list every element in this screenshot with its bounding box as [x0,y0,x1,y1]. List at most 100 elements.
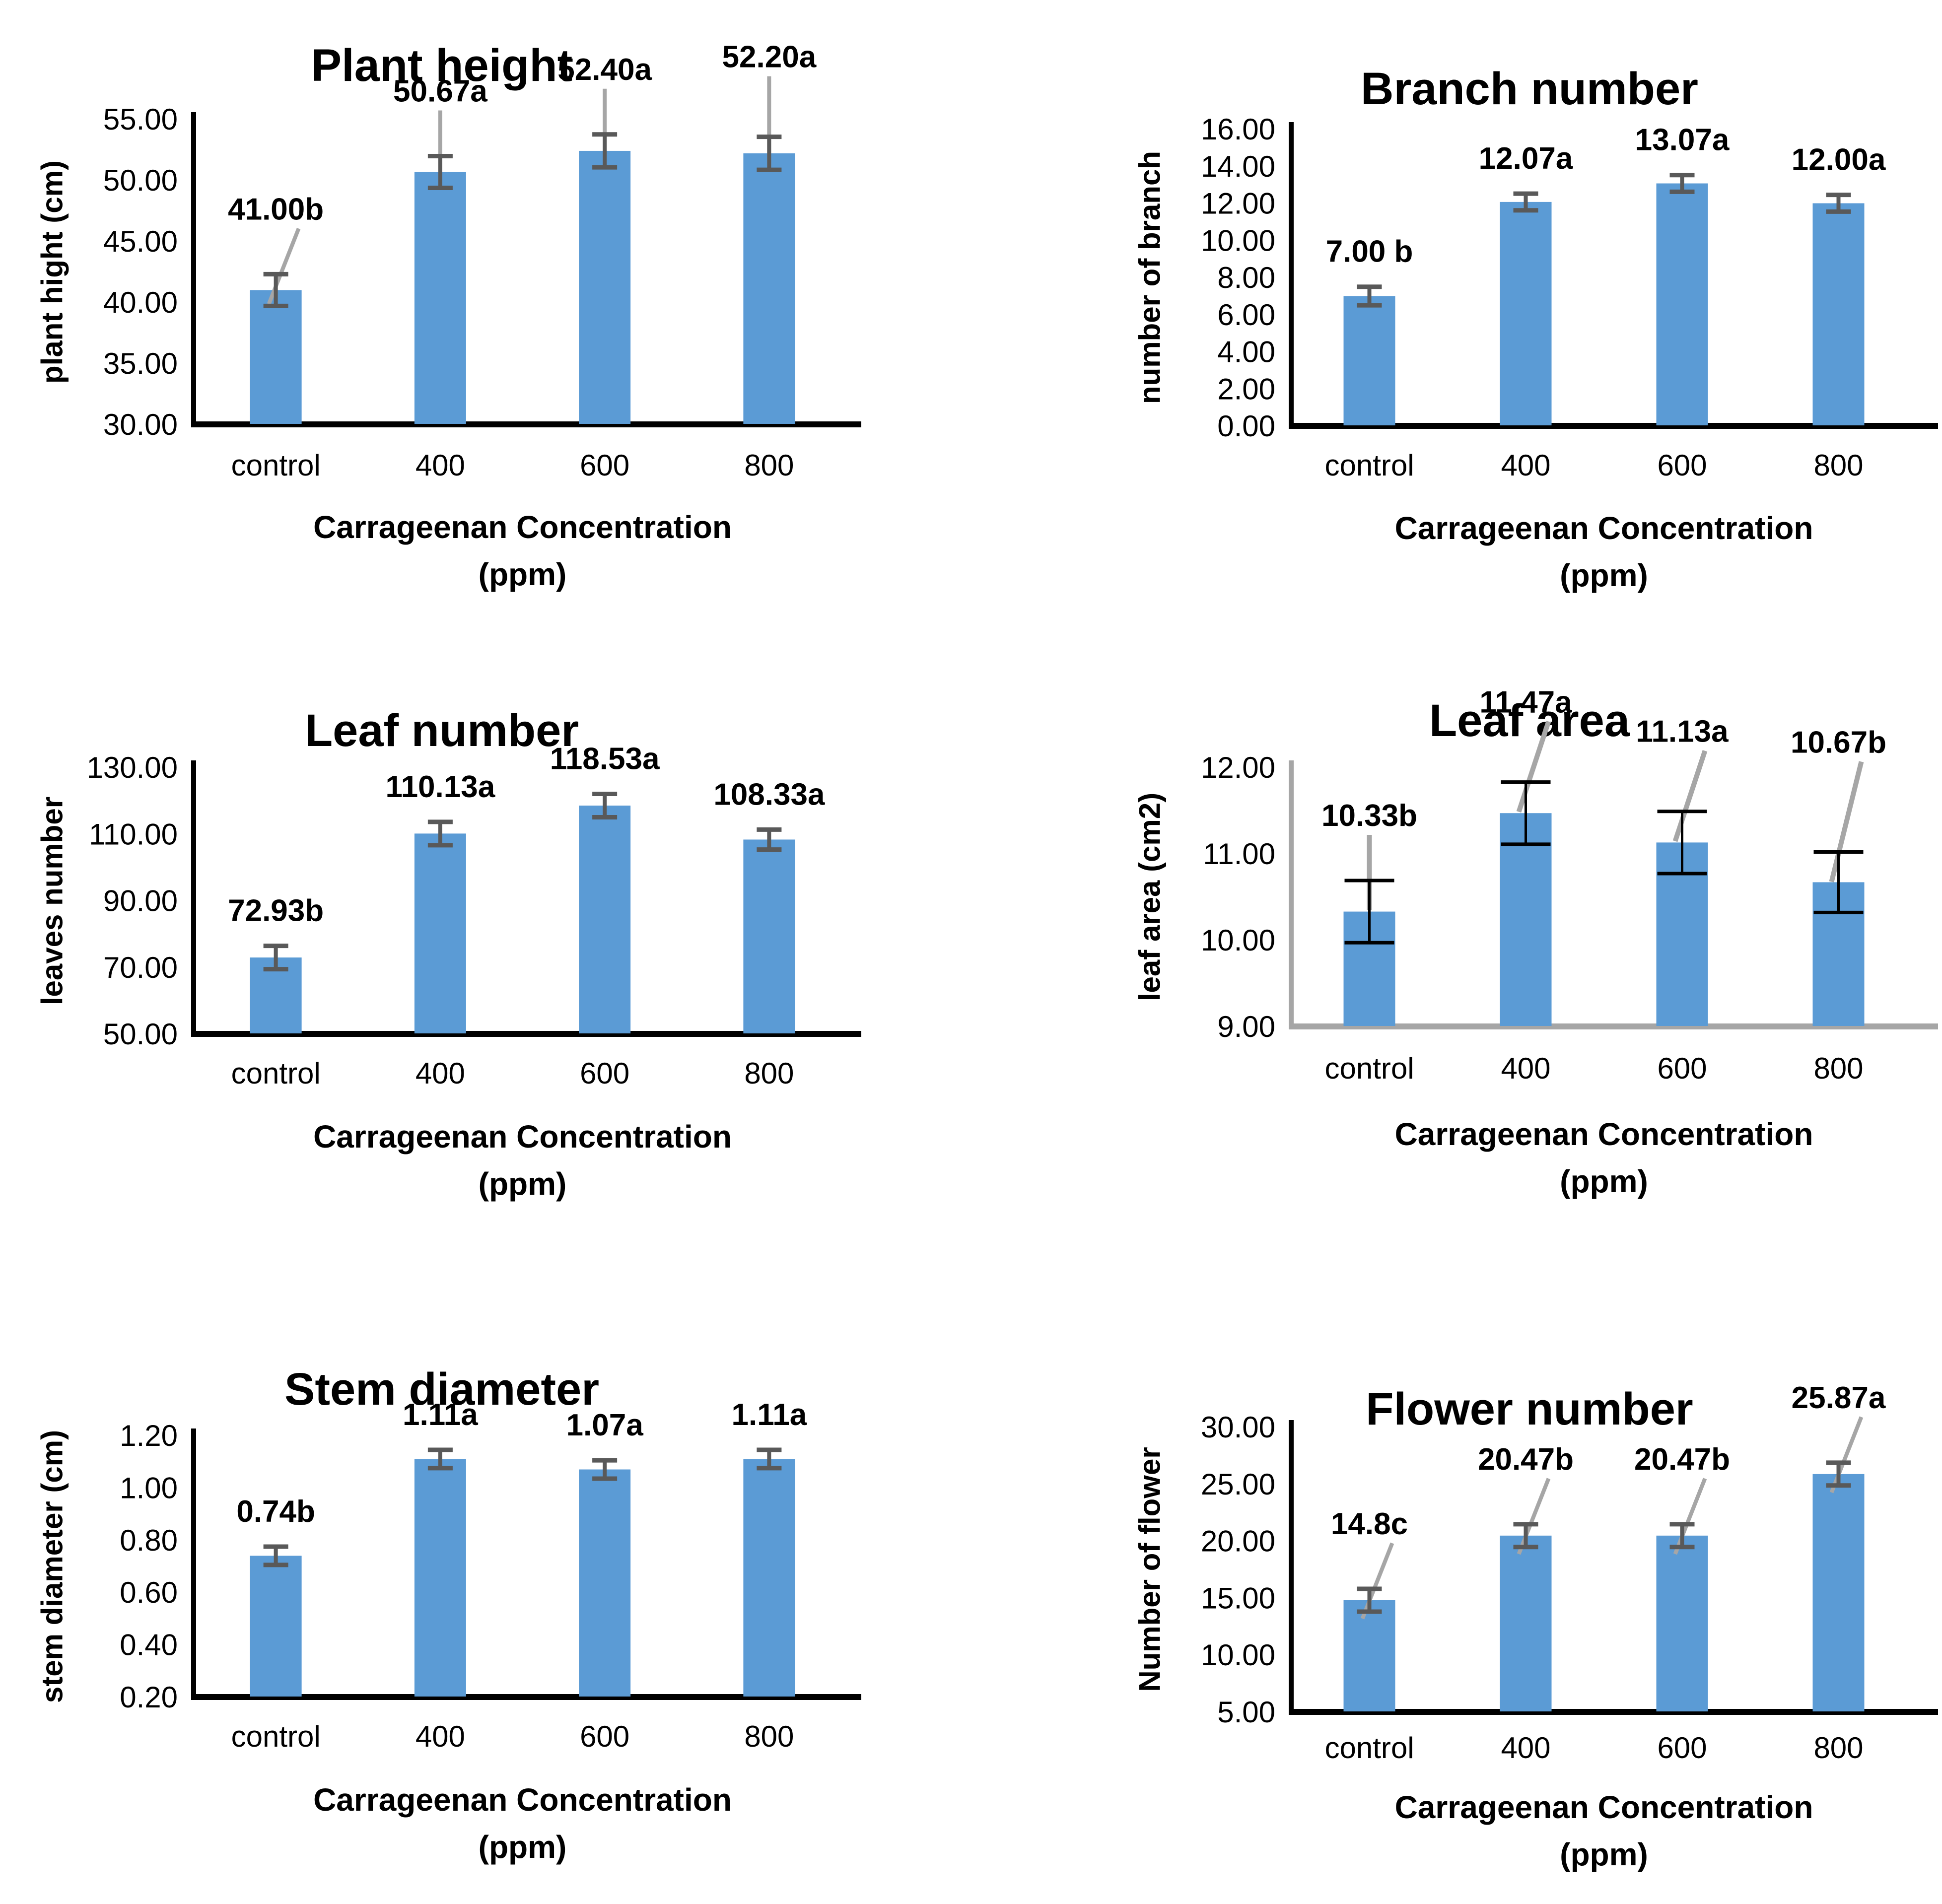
bar-control [1343,1600,1395,1711]
x-category-label: 800 [1813,1052,1863,1085]
x-category-label: control [231,449,321,482]
x-category-label: 800 [1813,449,1863,482]
y-tick-label: 14.00 [1201,150,1275,183]
x-category-label: 400 [416,1057,465,1090]
data-label: 11.13a [1636,715,1729,749]
y-tick-label: 50.00 [103,164,178,197]
data-label: 13.07a [1635,123,1730,157]
x-axis-title-line2: (ppm) [478,1166,567,1202]
bar-600 [579,1469,631,1697]
error-bar [1657,810,1707,876]
error-bar [757,827,782,852]
label-leader-line [1516,721,1551,813]
chart-title: Plant height [311,40,573,91]
x-category-label: 400 [1501,449,1550,482]
bar-600 [1656,1535,1708,1711]
error-bar [427,154,453,190]
x-axis-title-line1: Carrageenan Concentration [313,1782,732,1818]
plot-area: 5.00 10.00 15.00 20.00 25.00 30.00 14.8c contro… [1201,1381,1938,1765]
y-tick-label: 0.80 [120,1524,178,1557]
y-tick-label: 70.00 [103,951,178,984]
y-tick-label: 6.00 [1217,298,1275,332]
data-label: 12.07a [1479,141,1573,176]
error-bar [427,819,453,848]
data-label: 11.47a [1479,685,1572,720]
x-axis-title-line1: Carrageenan Concentration [1394,510,1813,546]
bar-800 [743,153,795,424]
error-bar [427,1447,453,1471]
y-tick-label: 12.00 [1201,751,1275,784]
x-category-label: control [1324,1052,1414,1085]
error-bar [1826,1460,1851,1488]
y-tick-label: 110.00 [89,817,178,851]
bar-400 [414,172,466,424]
y-tick-label: 0.20 [120,1681,178,1714]
error-bar [757,135,782,172]
plot-area: 0.002.004.00 6.00 8.00 10.00 12.00 14.00 16.00… [1201,113,1938,482]
plot-area: 9.00 10.00 11.00 12.00 10.33b control 11.47a 40… [1201,685,1938,1085]
error-bar [1669,1522,1695,1550]
x-category-label: 600 [580,1720,629,1753]
y-tick-label: 1.00 [120,1471,178,1504]
bar-600 [1656,183,1708,425]
chart-title: Branch number [1361,64,1698,115]
x-category-label: 800 [744,449,794,482]
x-category-label: 600 [1657,449,1707,482]
y-tick-label: 10.00 [1201,224,1275,257]
x-axis-title-line2: (ppm) [478,1829,567,1865]
bar-control [250,1556,302,1697]
bar-800 [1812,203,1865,425]
x-axis-title-line1: Carrageenan Concentration [1394,1789,1813,1825]
error-bar [1826,193,1851,214]
chart-title: Flower number [1366,1384,1693,1435]
data-label: 108.33a [713,777,825,812]
bar-control [1343,296,1395,425]
data-label: 10.33b [1321,799,1417,833]
y-tick-label: 40.00 [103,286,178,319]
bar-800 [743,1459,795,1697]
y-tick-label: 30.00 [103,408,178,441]
error-bar [1513,1522,1538,1550]
data-label: 0.74b [236,1495,315,1529]
bar-400 [1500,202,1552,425]
data-label: 50.67a [393,74,487,109]
x-axis-title-line2: (ppm) [478,556,567,592]
data-label: 52.20a [722,40,817,74]
y-tick-label: 0.40 [120,1629,178,1662]
label-leader-line [1672,750,1708,842]
x-category-label: 800 [1813,1731,1863,1765]
data-label: 20.47b [1634,1442,1730,1477]
y-tick-label: 10.00 [1201,924,1275,957]
chart-panel-stem-diameter: Stem diameter stem diameter (cm) 0.20 0.4… [0,1269,971,1904]
error-bar [1357,284,1382,308]
data-label: 25.87a [1792,1381,1886,1415]
chart-panel-leaf-area: Leaf area leaf area (cm2) 9.00 10.00 11.00… [971,634,1942,1269]
plot-area: 0.20 0.40 0.60 0.80 1.00 1.20 0.74b control 1.11… [120,1398,861,1753]
y-tick-label: 0.60 [120,1576,178,1609]
bar-400 [414,833,466,1033]
x-category-label: 400 [1501,1052,1550,1085]
x-axis-title-line2: (ppm) [1560,1836,1648,1872]
error-bar [1669,173,1695,194]
x-category-label: control [1324,449,1414,482]
y-tick-label: 55.00 [103,103,178,136]
chart-panel-flower-number: Flower number Number of flower 5.00 10.00… [971,1269,1942,1904]
x-category-label: control [1324,1731,1414,1765]
x-category-label: 600 [1657,1052,1707,1085]
chart-panel-plant-height: Plant height plant hight (cm) 30.00 35.00… [0,0,971,634]
bar-800 [743,839,795,1033]
bar-600 [579,805,631,1033]
chart-title: Leaf number [304,705,579,756]
y-tick-label: 130.00 [86,751,178,784]
x-category-label: control [231,1057,321,1090]
error-bar [1813,850,1864,914]
y-tick-label: 9.00 [1217,1010,1275,1043]
x-axis-title-line2: (ppm) [1560,1163,1648,1199]
error-bar [263,272,288,308]
plot-area: 30.00 35.00 40.00 45.00 50.00 55.00 41.00b cont… [103,40,861,482]
bar-800 [1812,1474,1865,1711]
y-tick-label: 10.00 [1201,1638,1275,1672]
y-tick-label: 8.00 [1217,261,1275,294]
bar-control [250,290,302,424]
bar-400 [1500,813,1552,1026]
